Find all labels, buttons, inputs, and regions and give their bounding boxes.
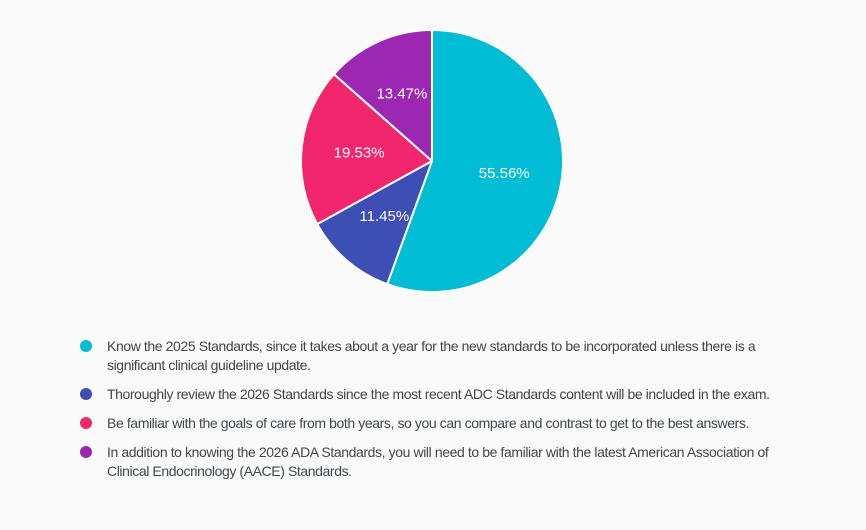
pie-slice-3 bbox=[332, 29, 433, 162]
legend-item-label: In addition to knowing the 2026 ADA Stan… bbox=[107, 444, 769, 479]
legend-bullet-icon bbox=[80, 417, 92, 429]
legend-item: In addition to knowing the 2026 ADA Stan… bbox=[80, 443, 790, 481]
legend-bullet-icon bbox=[80, 340, 92, 352]
pie-chart-svg: 55.56% 11.45% 19.53% 13.47% bbox=[299, 29, 564, 293]
legend-item: Know the 2025 Standards, since it takes … bbox=[80, 337, 790, 375]
pie-slice-0 bbox=[386, 29, 564, 293]
legend-item-label: Know the 2025 Standards, since it takes … bbox=[107, 338, 756, 373]
legend-bullet-icon bbox=[80, 388, 92, 400]
legend-bullet-icon bbox=[80, 446, 92, 458]
pie-slice-label-1: 11.45% bbox=[359, 208, 409, 225]
pie-slice-1 bbox=[316, 160, 433, 286]
legend-item-label: Thoroughly review the 2026 Standards sin… bbox=[107, 386, 770, 402]
pie-slice-2 bbox=[299, 73, 433, 226]
chart-legend: Know the 2025 Standards, since it takes … bbox=[80, 337, 790, 491]
legend-item-label: Be familiar with the goals of care from … bbox=[107, 415, 749, 431]
legend-item: Be familiar with the goals of care from … bbox=[80, 414, 790, 433]
legend-item: Thoroughly review the 2026 Standards sin… bbox=[80, 385, 790, 404]
pie-chart: 55.56% 11.45% 19.53% 13.47% bbox=[299, 29, 564, 293]
pie-slice-label-3: 13.47% bbox=[376, 86, 427, 103]
pie-slice-label-2: 19.53% bbox=[334, 144, 385, 161]
pie-slice-label-0: 55.56% bbox=[479, 165, 530, 182]
